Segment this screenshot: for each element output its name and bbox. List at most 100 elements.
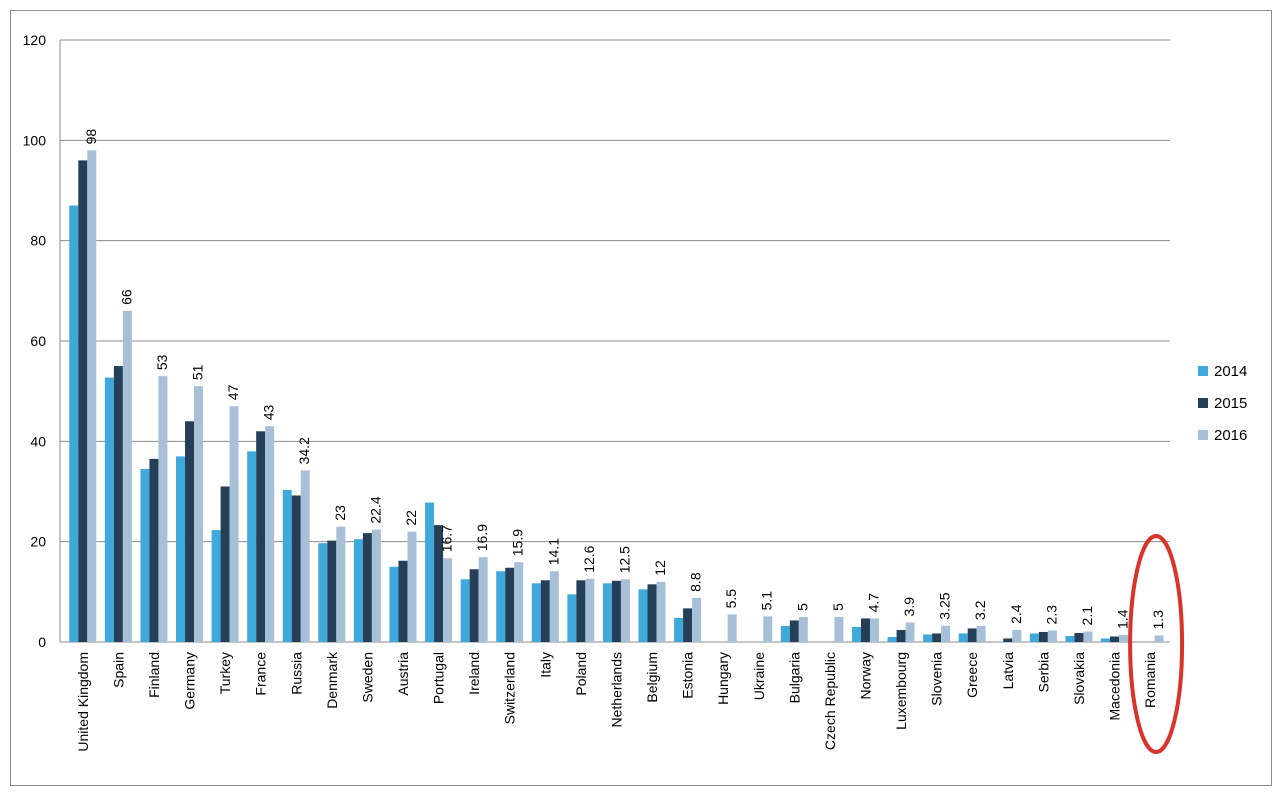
data-label-2016: 1.4 (1115, 609, 1131, 629)
data-label-2016: 8.8 (688, 572, 704, 592)
data-label-2016: 3.2 (972, 600, 988, 620)
category-label: Germany (182, 652, 198, 710)
bar-2014-france (247, 451, 257, 642)
bar-2015-macedonia (1110, 636, 1120, 642)
bar-2014-portugal (425, 502, 435, 642)
bar-2015-norway (860, 618, 870, 642)
bar-2014-united-kingdom (69, 205, 79, 643)
bar-2015-bulgaria (789, 620, 799, 642)
bar-2016-serbia (1047, 630, 1057, 642)
category-label: Poland (573, 652, 589, 696)
bar-2014-estonia (674, 617, 684, 642)
bar-2016-belgium (656, 581, 666, 642)
data-label-2016: 5 (794, 603, 810, 611)
category-label: Sweden (359, 652, 375, 703)
bar-2015-italy (540, 580, 550, 642)
bar-2015-poland (576, 580, 586, 642)
bar-2016-latvia (1012, 629, 1022, 642)
bar-2016-denmark (336, 526, 346, 642)
category-label: Ireland (466, 652, 482, 695)
bar-2016-slovakia (1083, 631, 1093, 642)
data-label-2016: 23 (332, 505, 348, 521)
bar-2015-denmark (327, 540, 337, 642)
bar-2015-finland (149, 458, 159, 642)
bar-2015-slovenia (932, 633, 942, 642)
y-tick-label: 120 (23, 32, 47, 48)
bar-2014-poland (567, 594, 577, 642)
data-label-2016: 98 (83, 129, 99, 145)
category-labels: United Kingdom Spain Finland Germany Turkey F… (75, 651, 1158, 752)
category-label: Romania (1142, 652, 1158, 708)
bar-2016-united-kingdom (87, 150, 97, 642)
bar-2015-switzerland (505, 567, 515, 642)
bar-2015-france (256, 431, 266, 642)
bar-2016-austria (407, 531, 417, 642)
data-labels: 98 66 53 51 47 43 34.2 23 22.4 22 16.7 16.9 15.9 14.1… (83, 129, 1166, 630)
category-label: Spain (110, 652, 126, 688)
bar-2014-germany (176, 456, 186, 642)
data-label-2016: 15.9 (510, 529, 526, 556)
data-label-2016: 3.25 (937, 592, 953, 619)
category-label: Estonia (680, 652, 696, 699)
bar-2016-ireland (478, 557, 488, 642)
bar-2016-switzerland (514, 562, 524, 642)
data-label-2016: 22.4 (367, 496, 383, 523)
legend-label: 2016 (1214, 427, 1247, 444)
legend-label: 2015 (1214, 395, 1247, 412)
bar-2015-spain (113, 366, 123, 642)
annotations (1128, 534, 1185, 754)
category-label: Slovakia (1071, 652, 1087, 705)
bar-2016-estonia (692, 597, 702, 642)
bar-2014-ireland (460, 579, 470, 642)
data-label-2016: 12 (652, 560, 668, 576)
category-label: Latvia (1000, 652, 1016, 690)
bar-2014-russia (282, 489, 292, 642)
data-label-2016: 4.7 (865, 593, 881, 613)
bar-2016-germany (194, 386, 204, 642)
data-label-2016: 3.9 (901, 597, 917, 617)
bar-2014-macedonia (1101, 638, 1111, 642)
bar-2015-russia (291, 495, 301, 642)
category-label: Hungary (715, 652, 731, 705)
bar-2014-serbia (1029, 633, 1039, 642)
bar-2014-slovenia (923, 634, 933, 642)
data-label-2016: 34.2 (296, 437, 312, 464)
legend-label: 2014 (1214, 363, 1247, 380)
bar-2014-italy (531, 583, 541, 642)
bar-2015-netherlands (611, 580, 621, 642)
bar-2015-turkey (220, 486, 230, 642)
bar-2014-greece (958, 633, 968, 642)
category-label: Greece (964, 652, 980, 698)
bar-2016-portugal (443, 558, 453, 642)
data-label-2016: 1.3 (1150, 610, 1166, 630)
category-label: Ukraine (751, 652, 767, 700)
bar-2016-romania (1154, 635, 1164, 642)
data-label-2016: 12.6 (581, 545, 597, 572)
data-label-2016: 53 (154, 354, 170, 370)
data-label-2016: 2.3 (1043, 605, 1059, 625)
category-label: Italy (537, 652, 553, 678)
y-axis-tick-labels: 0 20 40 60 80 100 120 (23, 32, 47, 650)
data-label-2016: 5.5 (723, 589, 739, 609)
category-label: Luxembourg (893, 652, 909, 730)
y-tick-label: 0 (38, 634, 46, 650)
bar-2014-turkey (211, 530, 221, 642)
bar-2015-slovakia (1074, 632, 1084, 642)
data-label-2016: 14.1 (545, 538, 561, 565)
data-label-2016: 5.1 (759, 591, 775, 611)
bar-2016-slovenia (941, 625, 951, 642)
bar-2016-finland (158, 376, 168, 642)
bar-2016-hungary (727, 614, 737, 642)
category-label: Austria (395, 652, 411, 696)
data-label-2016: 66 (118, 289, 134, 305)
data-label-2016: 16.9 (474, 524, 490, 551)
data-label-2016: 16.7 (439, 525, 455, 552)
highlight-ellipse (1128, 534, 1185, 754)
bar-2015-greece (967, 628, 977, 642)
category-label: Serbia (1035, 652, 1051, 693)
bar-2015-belgium (647, 584, 657, 642)
legend-swatch-2014 (1198, 366, 1208, 376)
bar-2016-greece (976, 625, 986, 642)
bar-2015-austria (398, 560, 408, 642)
bar-2014-belgium (638, 589, 648, 642)
